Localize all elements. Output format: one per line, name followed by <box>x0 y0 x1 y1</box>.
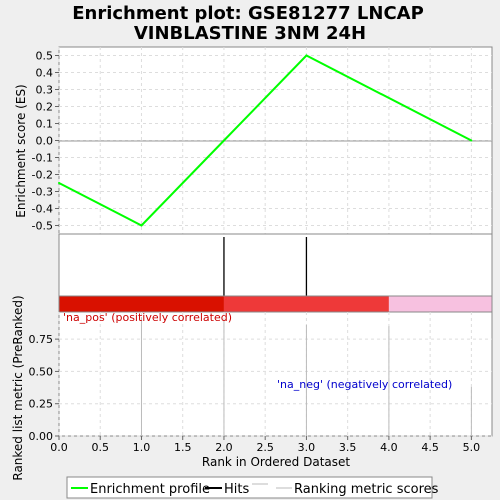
x-tick-label: 4.0 <box>380 441 398 454</box>
rank-grid <box>58 312 492 437</box>
rank-y-tick-label: 0.75 <box>29 333 54 346</box>
correlation-color-bar <box>58 295 493 313</box>
es-point <box>140 224 143 227</box>
hits-panel <box>58 233 493 297</box>
x-tick-label: 1.5 <box>174 441 192 454</box>
legend-box <box>66 476 433 499</box>
es-point <box>58 182 60 184</box>
es-point <box>470 139 473 142</box>
es-y-tick-label: 0.2 <box>36 101 54 114</box>
na-pos-label: 'na_pos' (positively correlated) <box>63 311 232 324</box>
legend-hits-label: Hits <box>224 482 249 497</box>
x-tick-label: 2.0 <box>215 441 233 454</box>
es-y-tick-label: 0.4 <box>36 67 54 80</box>
x-tick-label: 3.0 <box>298 441 316 454</box>
rank-y-tick-label: 0.25 <box>29 398 54 411</box>
chart-title-line2: VINBLASTINE 3NM 24H <box>134 23 366 44</box>
hit-marks <box>223 237 308 296</box>
es-point <box>305 54 308 57</box>
es-y-tick-label: -0.5 <box>32 220 53 233</box>
rank-panel <box>58 311 493 437</box>
x-tick-label: 1.0 <box>133 441 151 454</box>
color-bar-segment <box>59 296 224 312</box>
na-neg-label: 'na_neg' (negatively correlated) <box>277 378 452 391</box>
legend-ranking-label: Ranking metric scores <box>294 482 439 497</box>
color-bar-segment <box>388 296 492 312</box>
x-tick-label: 2.5 <box>256 441 274 454</box>
es-y-tick-label: -0.4 <box>32 203 53 216</box>
es-y-tick-label: 0.0 <box>36 135 54 148</box>
rank-y-axis-label: Ranked list metric (PreRanked) <box>11 295 25 480</box>
rank-y-tick-label: 0.50 <box>29 365 54 378</box>
x-axis-label: Rank in Ordered Dataset <box>202 455 350 469</box>
x-tick-label: 3.5 <box>339 441 357 454</box>
es-y-ticks: 0.5 0.4 0.3 0.2 0.1 0.0 -0.1 -0.2 -0.3 -0.4 -0.5 <box>32 50 59 233</box>
es-point <box>222 139 225 142</box>
es-y-tick-label: -0.2 <box>32 169 53 182</box>
rank-y-ticks: 0.75 0.50 0.25 0.00 <box>29 333 59 443</box>
es-y-tick-label: -0.3 <box>32 186 53 199</box>
x-tick-label: 4.5 <box>421 441 439 454</box>
es-y-tick-label: 0.1 <box>36 118 54 131</box>
x-tick-label: 5.0 <box>463 441 481 454</box>
es-points <box>58 54 473 227</box>
es-y-tick-label: 0.3 <box>36 84 54 97</box>
chart-title-line1: Enrichment plot: GSE81277 LNCAP <box>72 3 424 24</box>
es-y-axis-label: Enrichment score (ES) <box>14 84 28 217</box>
rank-y-tick-label: 0.00 <box>29 430 54 443</box>
x-ticks: 0.0 0.5 1.0 1.5 2.0 2.5 3.0 3.5 4.0 4.5 5.0 <box>50 436 480 454</box>
x-tick-label: 0.0 <box>50 441 68 454</box>
legend-enrichment-label: Enrichment profile <box>90 482 210 497</box>
es-y-tick-label: -0.1 <box>32 152 53 165</box>
x-tick-label: 0.5 <box>91 441 109 454</box>
color-bar-segment <box>223 296 389 312</box>
es-y-tick-label: 0.5 <box>36 50 54 63</box>
ranking-metric-bars <box>140 317 472 436</box>
